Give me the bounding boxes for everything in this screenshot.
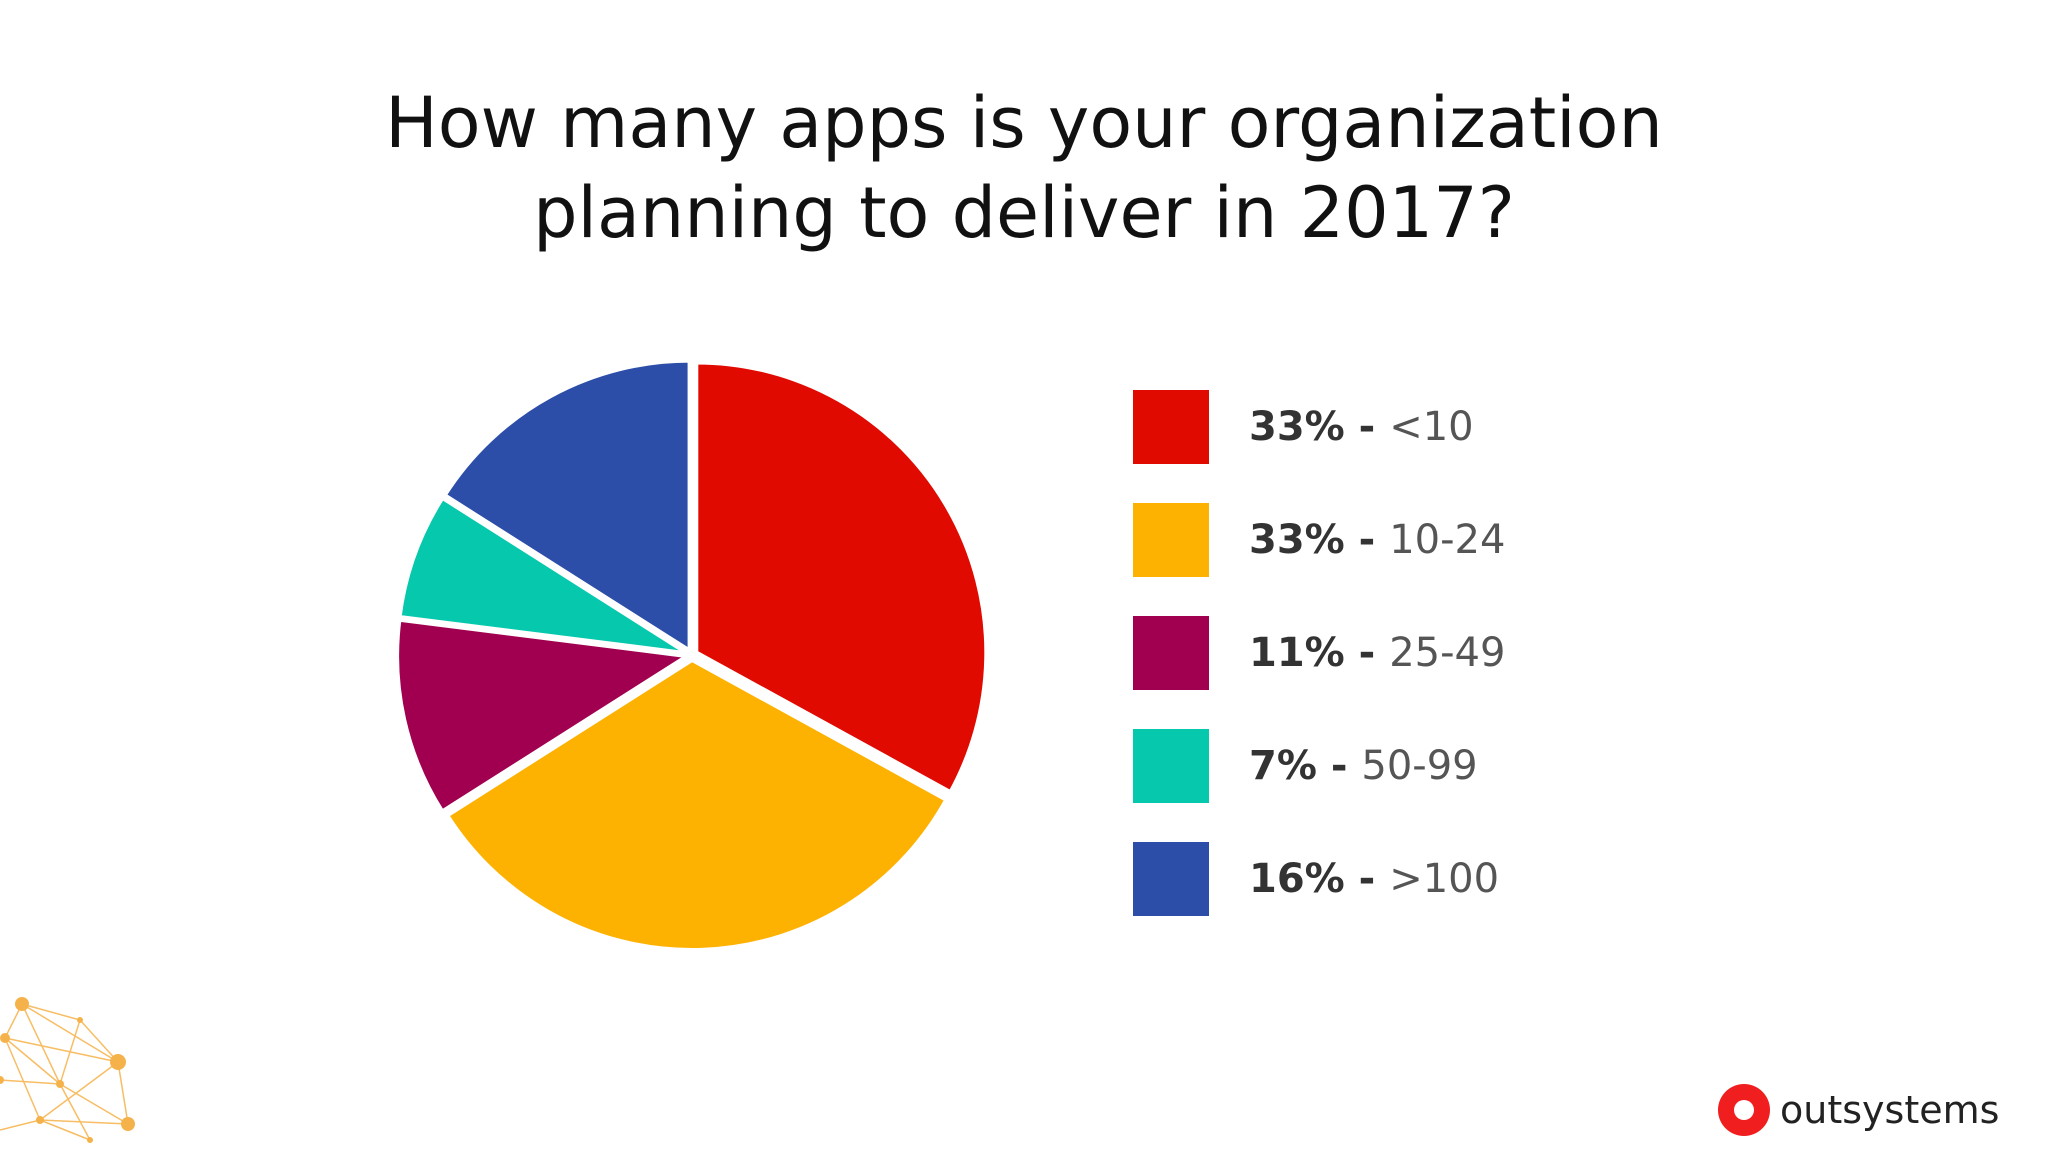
legend-range: <10 [1389, 404, 1474, 450]
pie-slice-3 [395, 617, 693, 815]
legend-percent: 16% [1249, 856, 1345, 902]
legend-item: 16% - >100 [1133, 842, 1633, 916]
brand-name: outsystems [1780, 1088, 2000, 1132]
network-decoration [0, 997, 135, 1143]
legend-percent: 7% [1249, 743, 1317, 789]
legend-separator: - [1344, 517, 1390, 563]
legend-separator: - [1344, 404, 1390, 450]
pie-slice-4 [397, 495, 689, 656]
legend-label: 11% - 25-49 [1249, 630, 1505, 676]
chart-title: How many apps is your organization plann… [0, 78, 2048, 258]
legend-range: 50-99 [1361, 743, 1478, 789]
legend-separator: - [1316, 743, 1362, 789]
legend-swatch [1133, 842, 1209, 916]
legend-swatch [1133, 729, 1209, 803]
legend-label: 33% - 10-24 [1249, 517, 1505, 563]
legend-percent: 33% [1249, 517, 1345, 563]
pie-slice-2 [444, 657, 950, 952]
legend-item: 7% - 50-99 [1133, 729, 1633, 803]
brand-logo: outsystems [1718, 1082, 1999, 1138]
legend-range: >100 [1389, 856, 1500, 902]
legend-item: 33% - 10-24 [1133, 503, 1633, 577]
legend-percent: 11% [1249, 630, 1345, 676]
legend-label: 16% - >100 [1249, 856, 1499, 902]
legend-swatch [1133, 616, 1209, 690]
legend-percent: 33% [1249, 404, 1345, 450]
legend-swatch [1133, 503, 1209, 577]
pie-slice-5 [441, 358, 692, 655]
chart-title-line-2: planning to deliver in 2017? [533, 172, 1515, 254]
legend-range: 25-49 [1389, 630, 1506, 676]
outsystems-logo-icon [1718, 1084, 1770, 1136]
legend-item: 33% - <10 [1133, 390, 1633, 464]
legend-item: 11% - 25-49 [1133, 616, 1633, 690]
legend-label: 33% - <10 [1249, 404, 1474, 450]
legend-separator: - [1344, 630, 1390, 676]
pie-slice-1 [694, 360, 989, 795]
legend-separator: - [1344, 856, 1390, 902]
legend-label: 7% - 50-99 [1249, 743, 1478, 789]
chart-title-line-1: How many apps is your organization [385, 82, 1663, 164]
legend-range: 10-24 [1389, 517, 1506, 563]
legend-swatch [1133, 390, 1209, 464]
